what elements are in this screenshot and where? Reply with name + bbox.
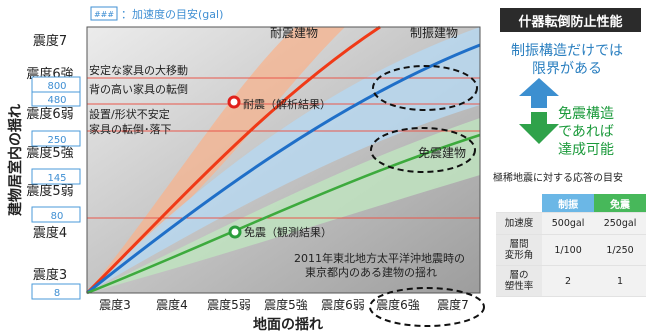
cell-seishin: 500gal — [542, 213, 594, 235]
legend-gal-label: ：加速度の目安(gal) — [121, 7, 223, 21]
point-label: 耐震（解析結果） — [243, 97, 331, 111]
table-caption: 極稀地震に対する応答の目安 — [493, 169, 653, 184]
point-label: 免震（観測結果） — [244, 225, 332, 239]
series-label-taishin: 耐震建物 — [270, 26, 318, 40]
y-tick-label: 震度4 — [33, 225, 67, 241]
legend-gal-marker: ### — [94, 10, 114, 19]
x-tick-label: 震度7 — [437, 297, 469, 312]
row-label-line: 層の — [498, 270, 540, 281]
row-label: 加速度 — [496, 213, 542, 235]
gal-value: 800 — [47, 81, 66, 92]
x-tick-label: 震度4 — [156, 297, 188, 312]
point-taishin — [229, 97, 239, 107]
x-tick-label: 震度5強 — [264, 297, 308, 312]
callout-text: 2011年東北地方太平洋沖地震時の — [294, 251, 465, 265]
x-tick-label: 震度6強 — [376, 297, 420, 312]
green-message-line: 達成可能 — [530, 141, 642, 159]
blue-message: 制振構造だけでは 限界がある — [508, 42, 626, 78]
row-label-line: 塑性率 — [498, 281, 540, 292]
blue-message-line: 限界がある — [508, 60, 626, 78]
gal-value: 145 — [47, 173, 66, 184]
table-corner — [496, 194, 542, 213]
x-tick-label: 震度6弱 — [321, 297, 365, 312]
cell-menshin: 250gal — [594, 213, 646, 235]
green-message-line: 免震構造 — [530, 105, 642, 123]
cell-seishin: 2 — [542, 266, 594, 297]
gal-value: 8 — [54, 288, 60, 299]
blue-message-line: 制振構造だけでは — [508, 42, 626, 60]
x-axis-label: 地面の揺れ — [253, 316, 323, 331]
right-panel-title: 什器転倒防止性能 — [500, 8, 641, 32]
up-arrow-icon — [519, 78, 559, 108]
row-label-line: 変形角 — [498, 250, 540, 261]
acceleration-chart: ### ：加速度の目安(gal)震度3震度4震度5弱震度5強震度6弱震度6強震度7… — [0, 0, 490, 331]
damage-label: 安定な家具の大移動 — [89, 63, 188, 77]
table-row: 加速度 500gal 250gal — [496, 213, 646, 235]
table-row: 層間 変形角 1/100 1/250 — [496, 235, 646, 266]
y-tick-label: 震度5弱 — [26, 183, 73, 199]
damage-label: 背の高い家具の転倒 — [89, 82, 188, 96]
callout-text: 東京都内のある建物の揺れ — [305, 265, 437, 279]
point-menshin — [230, 227, 240, 237]
y-tick-label: 震度3 — [33, 267, 67, 283]
green-message: 免震構造 であれば 達成可能 — [530, 105, 642, 159]
header-menshin: 免震 — [594, 194, 646, 213]
y-tick-label: 震度7 — [33, 33, 67, 49]
green-message-line: であれば — [530, 123, 642, 141]
damage-label: 設置/形状不安定 — [89, 107, 170, 121]
x-tick-label: 震度5弱 — [207, 297, 251, 312]
header-seishin: 制振 — [542, 194, 594, 213]
cell-menshin: 1/250 — [594, 235, 646, 266]
series-label-seishin: 制振建物 — [410, 26, 458, 40]
gal-value: 480 — [47, 95, 66, 106]
gal-value: 250 — [47, 135, 66, 146]
x-tick-label: 震度3 — [99, 297, 131, 312]
gal-value: 80 — [51, 211, 64, 222]
damage-label: 家具の転倒･落下 — [89, 122, 172, 136]
row-label-line: 層間 — [498, 239, 540, 250]
cell-seishin: 1/100 — [542, 235, 594, 266]
row-label: 層間 変形角 — [496, 235, 542, 266]
y-axis-label: 建物居室内の揺れ — [7, 104, 24, 216]
cell-menshin: 1 — [594, 266, 646, 297]
table-row: 層の 塑性率 2 1 — [496, 266, 646, 297]
y-tick-label: 震度5強 — [26, 145, 73, 161]
y-tick-label: 震度6弱 — [26, 106, 73, 122]
comparison-table: 制振 免震 加速度 500gal 250gal 層間 変形角 1/100 1/2… — [496, 194, 646, 297]
series-label-menshin: 免震建物 — [418, 145, 466, 160]
row-label: 層の 塑性率 — [496, 266, 542, 297]
